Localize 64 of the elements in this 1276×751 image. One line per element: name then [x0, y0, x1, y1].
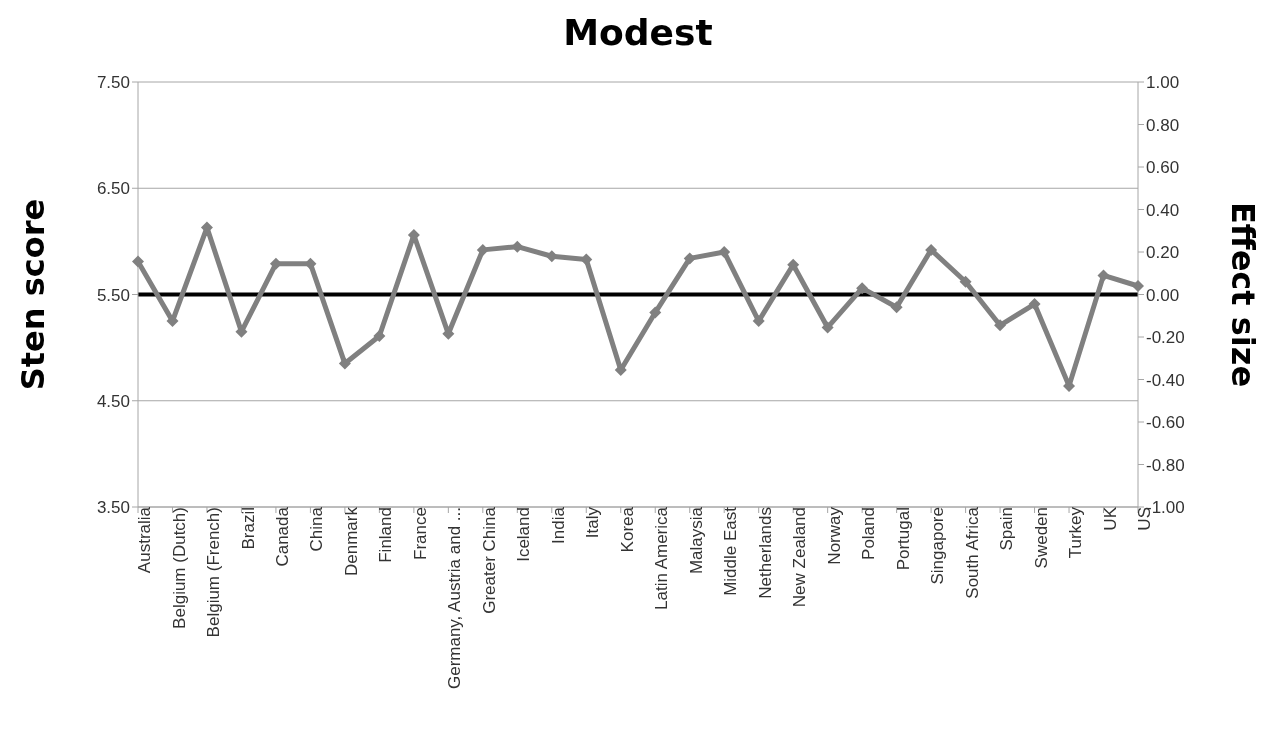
- x-tick-label: Middle East: [721, 506, 741, 596]
- x-tick-label: Netherlands: [755, 507, 775, 599]
- x-tick-label: Singapore: [928, 507, 948, 585]
- x-tick-label: Italy: [583, 506, 603, 539]
- y2-tick-label: 0.00: [1146, 285, 1180, 305]
- y-tick-label: 4.50: [96, 391, 130, 411]
- point: [338, 357, 351, 370]
- y2-tick-label: 0.60: [1146, 158, 1180, 178]
- y-tick-label: 7.50: [96, 73, 130, 93]
- x-tick-label: China: [307, 506, 327, 552]
- y2-tick-label: 0.20: [1146, 243, 1180, 263]
- point: [994, 319, 1007, 332]
- point: [959, 275, 972, 288]
- x-tick-label: Denmark: [341, 506, 361, 576]
- x-tick-label: Greater China: [479, 506, 499, 614]
- x-tick-label: Belgium (French): [204, 507, 224, 638]
- x-tick-label: Sweden: [1031, 507, 1051, 569]
- point: [752, 315, 765, 328]
- point: [1132, 280, 1144, 292]
- point: [718, 246, 731, 258]
- x-tick-label: Turkey: [1066, 506, 1086, 559]
- x-tick-label: Malaysia: [686, 506, 706, 575]
- y2-tick-label: 0.80: [1146, 115, 1180, 135]
- y2-tick-label: -0.20: [1146, 328, 1185, 348]
- x-tick-label: Norway: [824, 506, 844, 565]
- x-tick-label: India: [548, 506, 568, 544]
- y-axis-title: Sten score: [14, 198, 53, 391]
- point: [649, 306, 662, 319]
- y-tick-label: 5.50: [96, 285, 130, 305]
- point: [373, 329, 386, 342]
- point: [787, 258, 800, 271]
- x-tick-label: Brazil: [238, 507, 258, 550]
- x-tick-label: Latin America: [652, 506, 672, 610]
- y2-axis-title: Effect size: [1223, 201, 1262, 388]
- point: [476, 243, 489, 256]
- y2-tick-label: 0.40: [1146, 200, 1180, 220]
- point: [890, 301, 903, 314]
- x-tick-label: Portugal: [893, 507, 913, 571]
- point: [132, 255, 144, 268]
- x-tick-label: Germany, Austria and ...: [445, 507, 465, 690]
- x-tick-label: Korea: [617, 506, 637, 553]
- point: [821, 321, 834, 334]
- x-tick-label: South Africa: [962, 506, 982, 599]
- x-tick-label: Australia: [135, 506, 155, 574]
- x-tick-label: Canada: [273, 506, 292, 567]
- y2-tick-label: 1.00: [1146, 73, 1180, 93]
- y-tick-label: 3.50: [96, 498, 130, 518]
- x-tick-label: Spain: [997, 507, 1017, 551]
- point: [925, 243, 938, 256]
- y-tick-label: 6.50: [96, 179, 130, 199]
- y2-tick-label: -0.40: [1146, 370, 1185, 390]
- x-tick-label: Iceland: [514, 507, 534, 562]
- x-tick-label: France: [410, 507, 430, 560]
- x-tick-label: Poland: [859, 507, 879, 560]
- point: [1028, 298, 1041, 311]
- x-tick-label: Finland: [376, 507, 396, 563]
- y2-tick-label: -0.60: [1146, 413, 1185, 433]
- chart-title: Modest: [562, 11, 714, 55]
- point: [1097, 269, 1110, 282]
- x-tick-label: New Zealand: [790, 507, 810, 608]
- x-tick-label: UK: [1100, 506, 1120, 531]
- x-tick-label: Belgium (Dutch): [169, 507, 189, 629]
- point: [856, 282, 869, 295]
- y2-tick-label: -0.80: [1146, 455, 1185, 475]
